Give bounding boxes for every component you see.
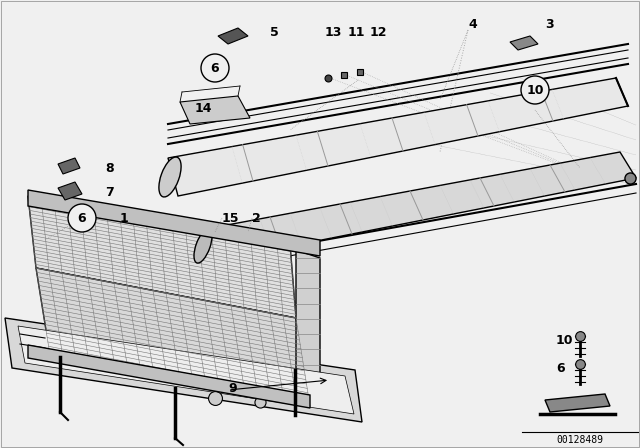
Polygon shape (58, 182, 82, 200)
Polygon shape (180, 96, 250, 124)
Text: 13: 13 (325, 26, 342, 39)
Polygon shape (218, 28, 248, 44)
Polygon shape (18, 326, 354, 414)
Text: 3: 3 (545, 18, 554, 31)
Polygon shape (58, 158, 80, 174)
Text: 10: 10 (556, 333, 573, 346)
Polygon shape (296, 250, 320, 380)
Polygon shape (168, 78, 628, 196)
Text: 15: 15 (222, 211, 239, 224)
Polygon shape (28, 190, 320, 256)
Circle shape (201, 54, 229, 82)
Text: 11: 11 (348, 26, 365, 39)
Polygon shape (28, 196, 296, 318)
Polygon shape (200, 152, 636, 262)
Text: 12: 12 (370, 26, 387, 39)
Polygon shape (28, 345, 310, 408)
Text: 6: 6 (556, 362, 564, 375)
Text: 10: 10 (526, 83, 544, 96)
Text: 4: 4 (468, 18, 477, 31)
Text: 8: 8 (105, 161, 114, 175)
Ellipse shape (194, 229, 212, 263)
Text: 6: 6 (211, 61, 220, 74)
Text: 2: 2 (252, 211, 260, 224)
Text: 9: 9 (228, 382, 237, 395)
Polygon shape (510, 36, 538, 50)
Text: 6: 6 (77, 211, 86, 224)
Circle shape (68, 204, 96, 232)
Ellipse shape (159, 157, 181, 197)
Polygon shape (5, 318, 362, 422)
Text: 00128489: 00128489 (557, 435, 604, 445)
Polygon shape (545, 394, 610, 412)
Circle shape (521, 76, 549, 104)
Text: 7: 7 (105, 185, 114, 198)
Text: 5: 5 (270, 26, 279, 39)
Text: 14: 14 (195, 102, 212, 115)
Text: 1: 1 (120, 211, 129, 224)
Polygon shape (36, 268, 310, 406)
